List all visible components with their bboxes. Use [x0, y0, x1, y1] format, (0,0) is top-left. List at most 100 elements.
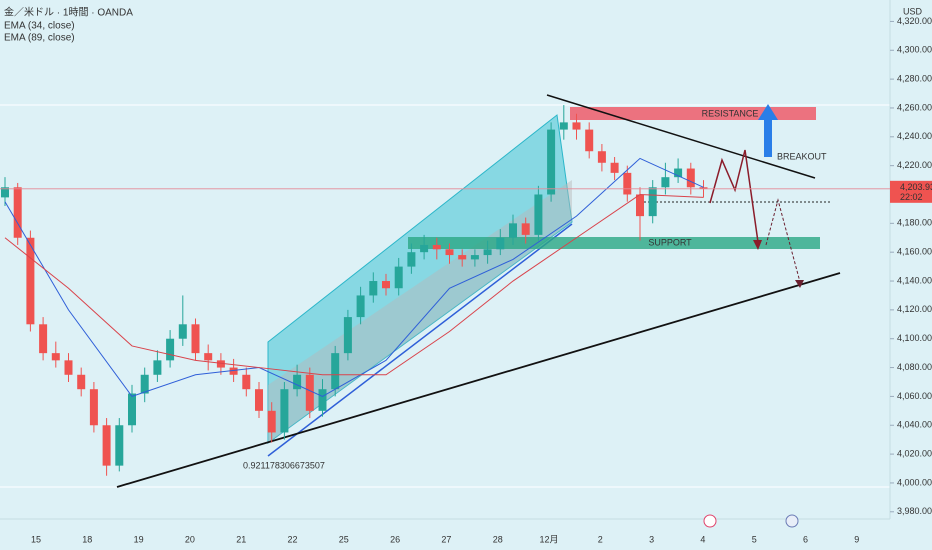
candle-body	[267, 410, 276, 433]
candle-body	[382, 281, 390, 289]
support-label: SUPPORT	[648, 237, 692, 247]
candle-body	[420, 244, 429, 253]
candle-body	[178, 324, 187, 339]
y-tick-label: 4,220.000	[897, 160, 932, 170]
y-tick-label: 4,000.000	[897, 477, 932, 487]
candle-body	[216, 360, 225, 368]
y-tick-label: 4,280.000	[897, 73, 932, 83]
trendline	[546, 94, 816, 179]
y-tick-label: 4,320.000	[897, 16, 932, 26]
trendline	[116, 272, 841, 488]
candle-body	[64, 360, 73, 375]
candle-body	[699, 187, 708, 189]
candle-body	[166, 338, 175, 361]
x-tick-label: 20	[185, 534, 195, 544]
candle-body	[458, 255, 467, 260]
channel-value: 0.921178306673507	[243, 460, 325, 470]
y-tick-label: 4,100.000	[897, 333, 932, 343]
candle-body	[318, 389, 327, 411]
y-tick-label: 4,160.000	[897, 247, 932, 257]
candle-body	[128, 393, 136, 426]
candle-body	[509, 223, 517, 238]
x-tick-label: 27	[441, 534, 451, 544]
candle-body	[140, 374, 149, 394]
candle-body	[343, 317, 352, 354]
arrowhead	[753, 240, 762, 250]
x-tick-label: 6	[803, 534, 808, 544]
candle-body	[13, 187, 22, 238]
candle-body	[242, 374, 251, 390]
candle-body	[280, 389, 289, 433]
candle-body	[356, 295, 365, 318]
x-tick-label: 9	[854, 534, 859, 544]
breakout-arrow	[758, 104, 778, 157]
candle-body	[521, 223, 530, 235]
resistance-zone	[570, 107, 816, 120]
y-tick-label: 4,180.000	[897, 218, 932, 228]
x-tick-label: 22	[287, 534, 297, 544]
candle-body	[483, 249, 492, 256]
x-tick-label: 3	[649, 534, 654, 544]
candle-body	[674, 168, 683, 178]
candle-body	[191, 324, 200, 354]
support-zone	[408, 237, 820, 249]
x-tick-label: 21	[236, 534, 246, 544]
candle-body	[369, 281, 378, 296]
candle-body	[77, 374, 86, 390]
candle-body	[623, 172, 632, 195]
event-icon[interactable]	[703, 514, 717, 528]
candle-body	[585, 129, 594, 152]
candle-body	[661, 177, 670, 188]
candle-body	[51, 353, 60, 361]
y-tick-label: 4,120.000	[897, 304, 932, 314]
candle-body	[153, 360, 162, 375]
x-tick-label: 25	[339, 534, 349, 544]
channel	[267, 114, 573, 444]
candle-body	[547, 129, 556, 195]
arrowhead	[795, 280, 804, 288]
y-tick-label: 4,040.000	[897, 420, 932, 430]
y-tick-label: 4,140.000	[897, 275, 932, 285]
candle-body	[407, 252, 416, 267]
countdown-label: 22:02	[900, 192, 923, 202]
candle-body	[229, 367, 238, 375]
path-arrow	[765, 198, 801, 283]
y-tick-label: 4,080.000	[897, 362, 932, 372]
candle-body	[534, 194, 543, 235]
legend-entry: EMA (34, close)	[4, 21, 75, 32]
candle-body	[445, 249, 454, 256]
x-tick-label: 4	[700, 534, 705, 544]
x-tick-label: 5	[752, 534, 757, 544]
candle-body	[394, 266, 403, 289]
candle-body	[204, 353, 213, 361]
path-arrow	[709, 149, 759, 243]
breakout-label: BREAKOUT	[777, 151, 827, 161]
y-tick-label: 4,260.000	[897, 102, 932, 112]
arrows	[709, 104, 804, 288]
x-tick-label: 28	[493, 534, 503, 544]
chart-title: 金／米ドル · 1時間 · OANDA	[4, 6, 133, 19]
candle-body	[496, 237, 505, 250]
candle-body	[572, 122, 581, 130]
candle-body	[89, 389, 98, 426]
candle-body	[636, 194, 644, 217]
channel-line	[267, 223, 573, 457]
last-price-box	[890, 180, 932, 203]
y-tick-label: 4,300.000	[897, 45, 932, 55]
candle-body	[432, 244, 441, 250]
candle-body	[305, 374, 314, 411]
y-tick-label: 3,980.000	[897, 506, 932, 516]
y-tick-label: 4,020.000	[897, 448, 932, 458]
x-tick-label: 12月	[539, 534, 558, 544]
x-tick-label: 19	[134, 534, 144, 544]
candle-body	[331, 353, 340, 390]
y-tick-label: 4,060.000	[897, 391, 932, 401]
currency-label: USD	[903, 6, 923, 16]
legend: 金／米ドル · 1時間 · OANDA EMA (34, close) EMA …	[4, 6, 133, 44]
x-tick-label: 18	[82, 534, 92, 544]
candle-body	[255, 389, 263, 411]
event-icon[interactable]	[785, 514, 799, 528]
x-tick-label: 15	[31, 534, 41, 544]
candle-body	[115, 425, 124, 466]
